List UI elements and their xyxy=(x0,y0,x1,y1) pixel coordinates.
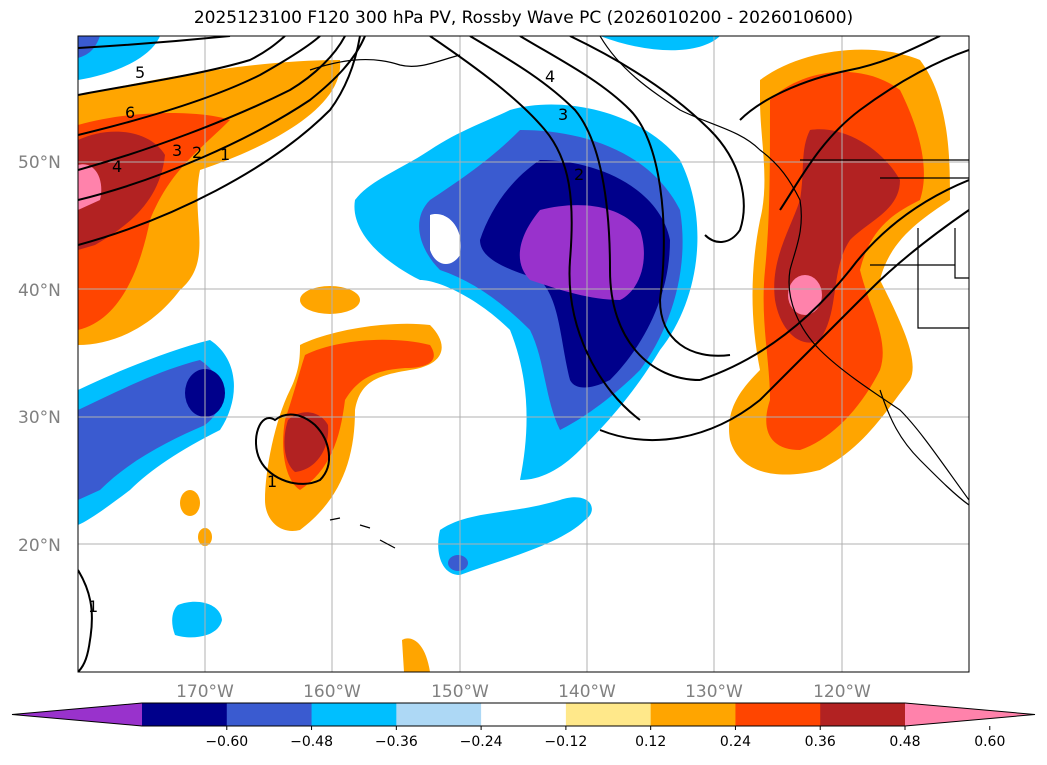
longitude-labels: 170°W 160°W 150°W 140°W 130°W 120°W xyxy=(176,682,871,702)
colorbar-tick-label: −0.48 xyxy=(290,734,333,750)
contour-label: 3 xyxy=(558,105,568,124)
latitude-labels: 50°N 40°N 30°N 20°N xyxy=(18,153,61,556)
negative-anomaly-small-1 xyxy=(438,497,592,575)
gridlines xyxy=(78,36,969,672)
lon-label: 150°W xyxy=(431,682,489,702)
contour-label: 6 xyxy=(125,103,135,122)
colorbar-cell xyxy=(565,703,652,726)
colorbar-extend-high xyxy=(905,703,1035,726)
lat-label: 30°N xyxy=(18,408,61,428)
contour-label: 4 xyxy=(545,67,555,86)
contour-lines xyxy=(78,36,969,672)
colorbar-cell xyxy=(481,703,567,726)
colorbar-tick-label: 0.60 xyxy=(974,734,1005,750)
lon-label: 160°W xyxy=(303,682,361,702)
contour-label: 4 xyxy=(112,157,122,176)
colorbar-tick-label: −0.60 xyxy=(205,734,248,750)
colorbar-cell xyxy=(735,703,821,726)
colorbar-tick-label: 0.48 xyxy=(889,734,920,750)
colorbar-cell xyxy=(311,703,397,726)
negative-anomaly-small-2 xyxy=(172,601,222,638)
lon-label: 130°W xyxy=(685,682,743,702)
colorbar-tick-label: 0.24 xyxy=(720,734,751,750)
contour-label: 2 xyxy=(192,143,202,162)
colorbar-outline xyxy=(11,702,1036,727)
lon-label: 170°W xyxy=(176,682,234,702)
lon-label: 140°W xyxy=(558,682,616,702)
coastlines xyxy=(309,36,969,549)
contour-label: 1 xyxy=(220,145,230,164)
lat-label: 50°N xyxy=(18,153,61,173)
contour-label: 1 xyxy=(267,472,277,491)
colorbar-cell xyxy=(142,703,228,726)
colorbar-extend-low xyxy=(12,703,142,726)
negative-anomaly-trough-core xyxy=(519,205,644,300)
contour-label: 1 xyxy=(88,597,98,616)
colorbar-tick-label: −0.24 xyxy=(460,734,503,750)
colorbar-cell xyxy=(650,703,736,726)
colorbar-tick-label: 0.12 xyxy=(635,734,666,750)
pv-anomaly-field xyxy=(78,36,950,672)
contour-label: 5 xyxy=(135,63,145,82)
contour-label: 2 xyxy=(574,165,584,184)
lat-label: 40°N xyxy=(18,281,61,301)
lat-label: 20°N xyxy=(18,536,61,556)
map-frame xyxy=(77,35,970,673)
lon-label: 120°W xyxy=(813,682,871,702)
map-title: 2025123100 F120 300 hPa PV, Rossby Wave … xyxy=(193,8,854,28)
colorbar: −0.60 −0.48 −0.36 −0.24 −0.12 0.12 0.24 0.36 0.4… xyxy=(11,702,1036,750)
colorbar-tick-label: −0.12 xyxy=(544,734,587,750)
contour-label: 3 xyxy=(172,141,182,160)
colorbar-cell xyxy=(820,703,906,726)
colorbar-cell xyxy=(396,703,482,726)
negative-anomaly-north xyxy=(600,36,720,51)
colorbar-tick-label: 0.36 xyxy=(805,734,836,750)
contour-label-group: 5 6 4 3 2 1 4 3 2 1 1 xyxy=(88,63,584,616)
colorbar-cell xyxy=(226,703,313,726)
colorbar-tick-label: −0.36 xyxy=(375,734,418,750)
positive-anomaly-west-core xyxy=(78,131,165,250)
